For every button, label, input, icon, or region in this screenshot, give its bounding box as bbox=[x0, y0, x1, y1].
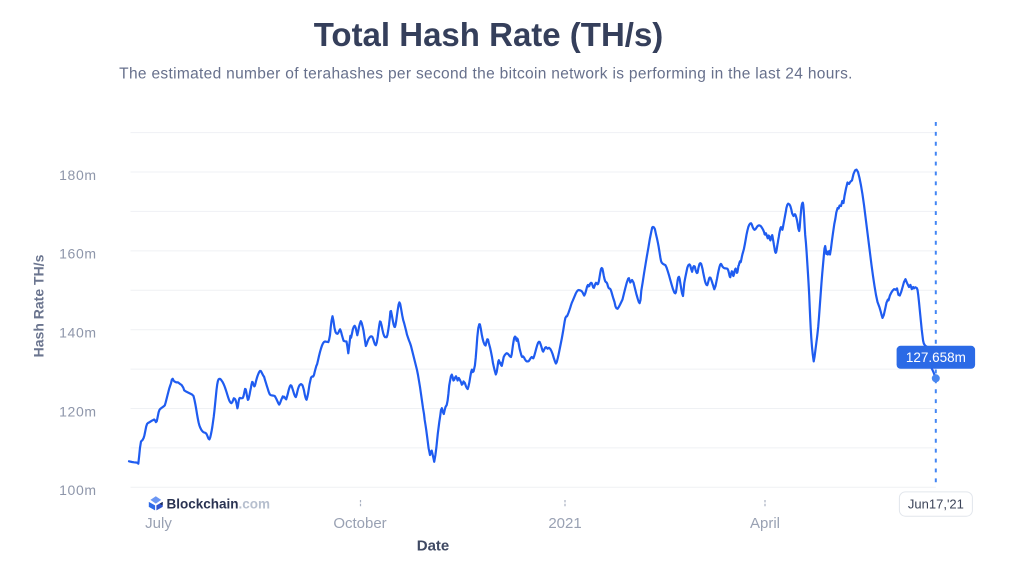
svg-text:April: April bbox=[750, 515, 780, 532]
svg-text:Hash Rate TH/s: Hash Rate TH/s bbox=[31, 254, 47, 357]
svg-text:Date: Date bbox=[417, 538, 450, 555]
svg-text:2021: 2021 bbox=[548, 515, 581, 532]
svg-text:160m: 160m bbox=[59, 246, 96, 262]
svg-text:100m: 100m bbox=[59, 482, 96, 498]
svg-text:October: October bbox=[333, 515, 386, 532]
svg-text:140m: 140m bbox=[59, 325, 96, 341]
svg-text:Jun17,'21: Jun17,'21 bbox=[908, 497, 964, 512]
svg-text:127.658m: 127.658m bbox=[906, 350, 966, 365]
svg-text:The estimated number of teraha: The estimated number of terahashes per s… bbox=[119, 65, 853, 82]
svg-text:180m: 180m bbox=[59, 167, 96, 183]
svg-text:Total Hash Rate (TH/s): Total Hash Rate (TH/s) bbox=[314, 16, 664, 53]
svg-text:July: July bbox=[145, 515, 172, 532]
svg-text:120m: 120m bbox=[59, 403, 96, 419]
svg-text:Blockchain.com: Blockchain.com bbox=[167, 497, 271, 512]
